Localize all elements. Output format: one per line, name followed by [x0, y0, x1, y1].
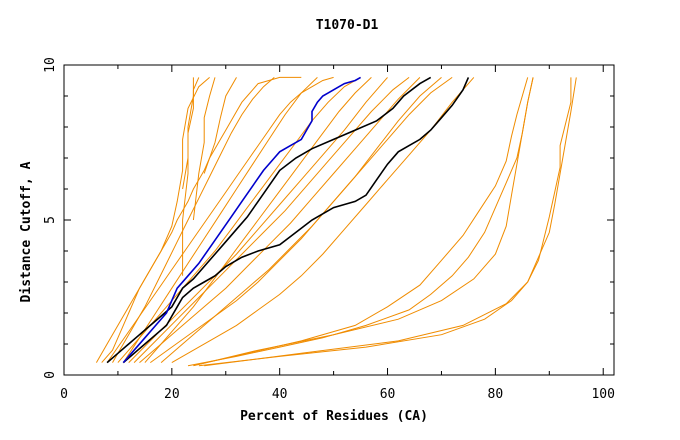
x-tick-label: 100 — [591, 387, 614, 402]
series-line-15 — [192, 77, 216, 221]
series-line-3 — [128, 77, 388, 363]
x-tick-label: 80 — [488, 387, 504, 402]
x-tick-label: 60 — [380, 387, 396, 402]
series-line-23 — [122, 77, 470, 364]
series-line-18 — [193, 77, 529, 367]
x-tick-label: 20 — [164, 387, 180, 402]
y-tick-label: 5 — [43, 216, 58, 224]
x-tick-label: 0 — [60, 387, 68, 402]
series-line-20 — [204, 77, 577, 367]
y-tick-label: 0 — [43, 371, 58, 379]
series-line-21 — [193, 77, 534, 367]
series-layer — [95, 76, 577, 367]
series-line-16 — [203, 77, 237, 174]
series-line-8 — [122, 77, 318, 363]
y-axis-label: Distance Cutoff, A — [19, 161, 34, 302]
series-line-5 — [150, 76, 453, 364]
x-tick-label: 40 — [272, 387, 288, 402]
series-line-6 — [171, 77, 475, 364]
series-line-14 — [182, 77, 194, 190]
series-line-2 — [117, 76, 361, 363]
series-line-4 — [139, 77, 421, 363]
series-line-7 — [112, 77, 275, 363]
series-line-10 — [133, 77, 410, 363]
series-line-11 — [160, 77, 442, 363]
chart-title: T1070-D1 — [316, 18, 379, 33]
series-line-17 — [187, 77, 534, 367]
x-axis-label: Percent of Residues (CA) — [240, 409, 428, 424]
series-line-12 — [95, 77, 210, 363]
ticks-layer: 0 20 40 60 80 100 0 5 10 — [43, 57, 615, 402]
series-line-0 — [101, 76, 302, 363]
series-line-9 — [144, 77, 372, 363]
series-line-1 — [106, 76, 334, 363]
series-line-22 — [106, 76, 432, 364]
series-line-19 — [198, 77, 572, 367]
series-line-24 — [122, 76, 361, 364]
y-tick-label: 10 — [43, 57, 58, 73]
